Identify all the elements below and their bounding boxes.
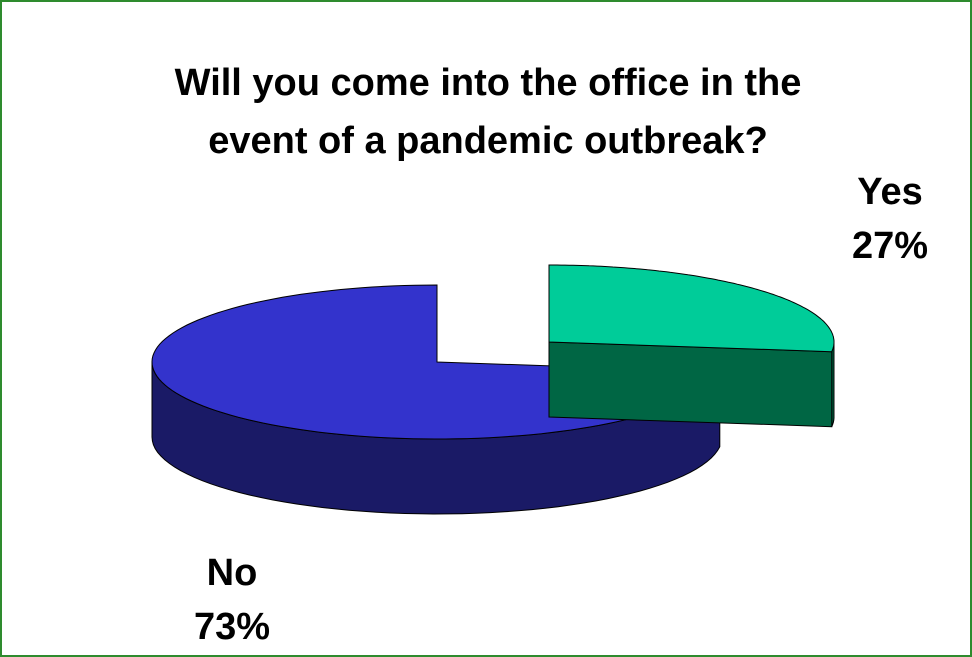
chart-title: Will you come into the office in the eve…: [2, 54, 970, 170]
slice-label-no-value: 73%: [193, 606, 271, 648]
pie-cut-face-yes: [548, 341, 833, 428]
pie-top-face-yes: [548, 264, 835, 353]
pie-slice-yes: [548, 264, 835, 428]
slice-label-yes-name: Yes: [857, 171, 923, 213]
chart-title-line-1: Will you come into the office in the: [174, 62, 802, 104]
slice-label-yes-value: 27%: [851, 225, 929, 267]
chart-title-line-2: event of a pandemic outbreak?: [208, 120, 768, 162]
slice-label-yes: Yes 27%: [830, 165, 950, 273]
slice-label-no-name: No: [206, 552, 258, 594]
slice-label-no: No 73%: [172, 546, 292, 654]
